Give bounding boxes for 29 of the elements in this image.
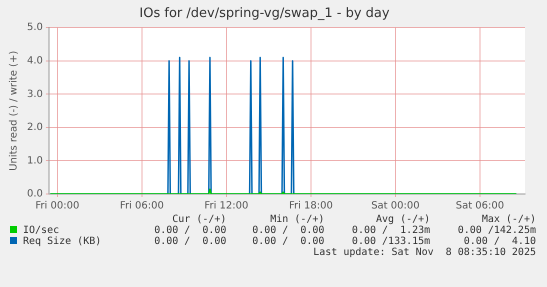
text: 0.00 / 4.10 — [462, 236, 537, 247]
chart-title: IOs for /dev/spring-vg/swap_1 - by day — [139, 6, 390, 22]
text: 0.00 /133.15m — [350, 236, 432, 247]
y-tick-label: 5.0 — [26, 22, 43, 34]
x-tick-label: Fri 06:00 — [120, 200, 164, 212]
x-tick-label: Sat 06:00 — [456, 200, 504, 212]
text: Last update: Sat Nov 8 08:35:10 2025 — [312, 247, 537, 258]
text: 0.00 /142.25m — [456, 225, 537, 236]
text: 0.00 / 0.00 — [251, 236, 326, 247]
x-tick-label: Fri 12:00 — [204, 200, 248, 212]
text: Min (-/+) — [269, 214, 326, 225]
y-tick-label: 1.0 — [26, 155, 43, 166]
x-tick-label: Fri 00:00 — [35, 200, 80, 212]
y-tick-label: 3.0 — [26, 88, 43, 100]
y-tick-label: 4.0 — [26, 55, 43, 66]
text: 0.00 / 0.00 — [153, 236, 228, 247]
legend-label: Req Size (KB) — [22, 236, 102, 247]
text: 0.00 / 0.00 — [251, 225, 326, 236]
text: 0.00 / 0.00 — [153, 225, 228, 236]
x-tick-label: Fri 18:00 — [288, 200, 333, 212]
text: Avg (-/+) — [375, 214, 432, 225]
x-tick-label: Sat 00:00 — [371, 200, 420, 212]
legend-label: IO/sec — [22, 225, 60, 236]
y-tick-label: 2.0 — [26, 122, 43, 134]
text: Cur (-/+) — [171, 214, 228, 225]
y-tick-label: 0.0 — [26, 188, 43, 200]
text: Max (-/+) — [480, 214, 537, 225]
text: 0.00 / 1.23m — [350, 225, 432, 236]
y-axis-title: Units read (-) / write (+) — [8, 50, 20, 171]
